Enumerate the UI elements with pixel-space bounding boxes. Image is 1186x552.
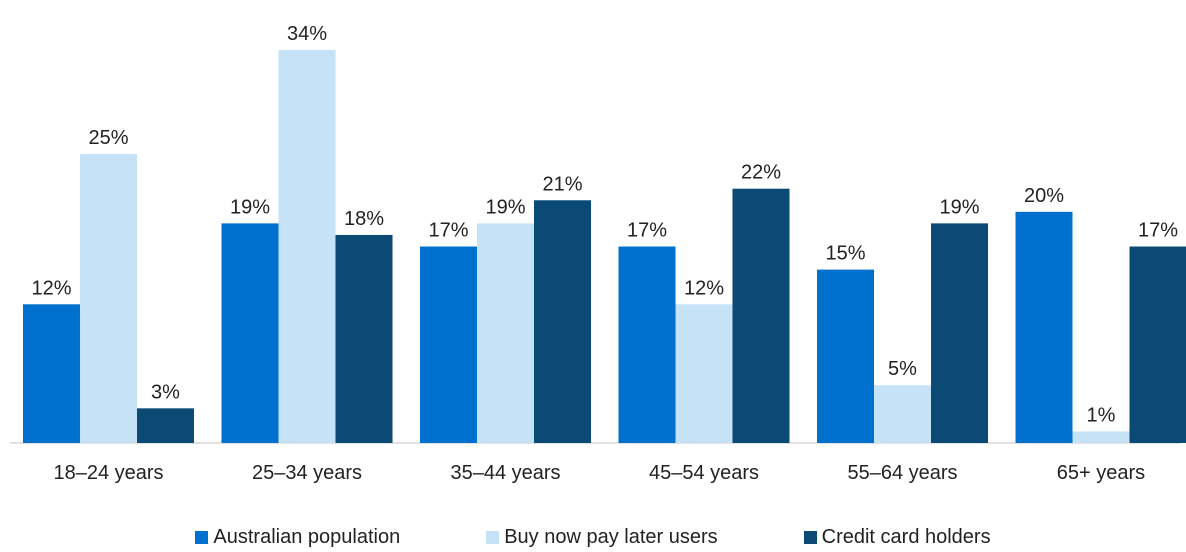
bar-credit-card-holders-55-64-years [931, 223, 988, 443]
value-label-credit-card-holders-65-years: 17% [1138, 220, 1178, 242]
bar-australian-population-65-years [1016, 212, 1073, 443]
bar-credit-card-holders-45-54-years [733, 189, 790, 443]
value-label-australian-population-55-64-years: 15% [825, 243, 865, 265]
value-label-australian-population-45-54-years: 17% [627, 220, 667, 242]
bar-australian-population-25-34-years [222, 223, 279, 443]
value-label-credit-card-holders-55-64-years: 19% [939, 196, 979, 218]
bar-australian-population-18-24-years [23, 304, 80, 443]
legend-item-credit-card-holders: Credit card holders [804, 522, 991, 552]
bar-credit-card-holders-35-44-years [534, 200, 591, 443]
legend-swatch-bnpl-users [486, 531, 499, 544]
category-label-35-44-years: 35–44 years [450, 462, 560, 484]
category-label-18-24-years: 18–24 years [53, 462, 163, 484]
legend-label-australian-population: Australian population [213, 526, 400, 548]
value-labels-layer: 12% 25% 3% 19% 34% 18% 17% 19% 21% 17% 12% 22% 15% 5%… [31, 23, 1178, 426]
bars-layer [23, 50, 1186, 443]
bar-credit-card-holders-18-24-years [137, 408, 194, 443]
value-label-buy-now-pay-later-users-25-34-years: 34% [287, 23, 327, 45]
bar-buy-now-pay-later-users-35-44-years [477, 223, 534, 443]
bar-australian-population-55-64-years [817, 270, 874, 443]
legend-swatch-australian-population [195, 531, 208, 544]
category-label-65-years: 65+ years [1057, 462, 1145, 484]
value-label-credit-card-holders-18-24-years: 3% [151, 381, 180, 403]
value-label-buy-now-pay-later-users-18-24-years: 25% [88, 127, 128, 149]
legend-label-bnpl-users: Buy now pay later users [504, 526, 717, 548]
value-label-buy-now-pay-later-users-35-44-years: 19% [485, 196, 525, 218]
bar-chart: 12% 25% 3% 19% 34% 18% 17% 19% 21% 17% 12% 22% 15% 5%… [0, 0, 1186, 520]
legend-swatch-credit-card-holders [804, 531, 817, 544]
value-label-australian-population-25-34-years: 19% [230, 196, 270, 218]
category-label-45-54-years: 45–54 years [649, 462, 759, 484]
bar-australian-population-35-44-years [420, 247, 477, 444]
legend-label-credit-card-holders: Credit card holders [822, 526, 991, 548]
category-label-55-64-years: 55–64 years [847, 462, 957, 484]
value-label-credit-card-holders-35-44-years: 21% [542, 173, 582, 195]
bar-australian-population-45-54-years [619, 247, 676, 444]
bar-buy-now-pay-later-users-45-54-years [676, 304, 733, 443]
value-label-buy-now-pay-later-users-45-54-years: 12% [684, 277, 724, 299]
bar-buy-now-pay-later-users-18-24-years [80, 154, 137, 443]
bar-credit-card-holders-65-years [1130, 247, 1186, 444]
legend-item-bnpl-users: Buy now pay later users [486, 522, 717, 552]
legend-item-australian-population: Australian population [195, 522, 400, 552]
category-label-25-34-years: 25–34 years [252, 462, 362, 484]
value-label-buy-now-pay-later-users-55-64-years: 5% [888, 358, 917, 380]
value-label-australian-population-65-years: 20% [1024, 185, 1064, 207]
value-label-buy-now-pay-later-users-65-years: 1% [1087, 404, 1116, 426]
bar-buy-now-pay-later-users-55-64-years [874, 385, 931, 443]
value-label-credit-card-holders-25-34-years: 18% [344, 208, 384, 230]
value-label-credit-card-holders-45-54-years: 22% [741, 162, 781, 184]
bar-credit-card-holders-25-34-years [336, 235, 393, 443]
bar-buy-now-pay-later-users-65-years [1073, 431, 1130, 443]
bar-buy-now-pay-later-users-25-34-years [279, 50, 336, 443]
legend: Australian population Buy now pay later … [0, 522, 1186, 552]
value-label-australian-population-18-24-years: 12% [31, 277, 71, 299]
value-label-australian-population-35-44-years: 17% [428, 220, 468, 242]
category-labels-layer: 18–24 years 25–34 years 35–44 years 45–54 y… [53, 462, 1145, 484]
